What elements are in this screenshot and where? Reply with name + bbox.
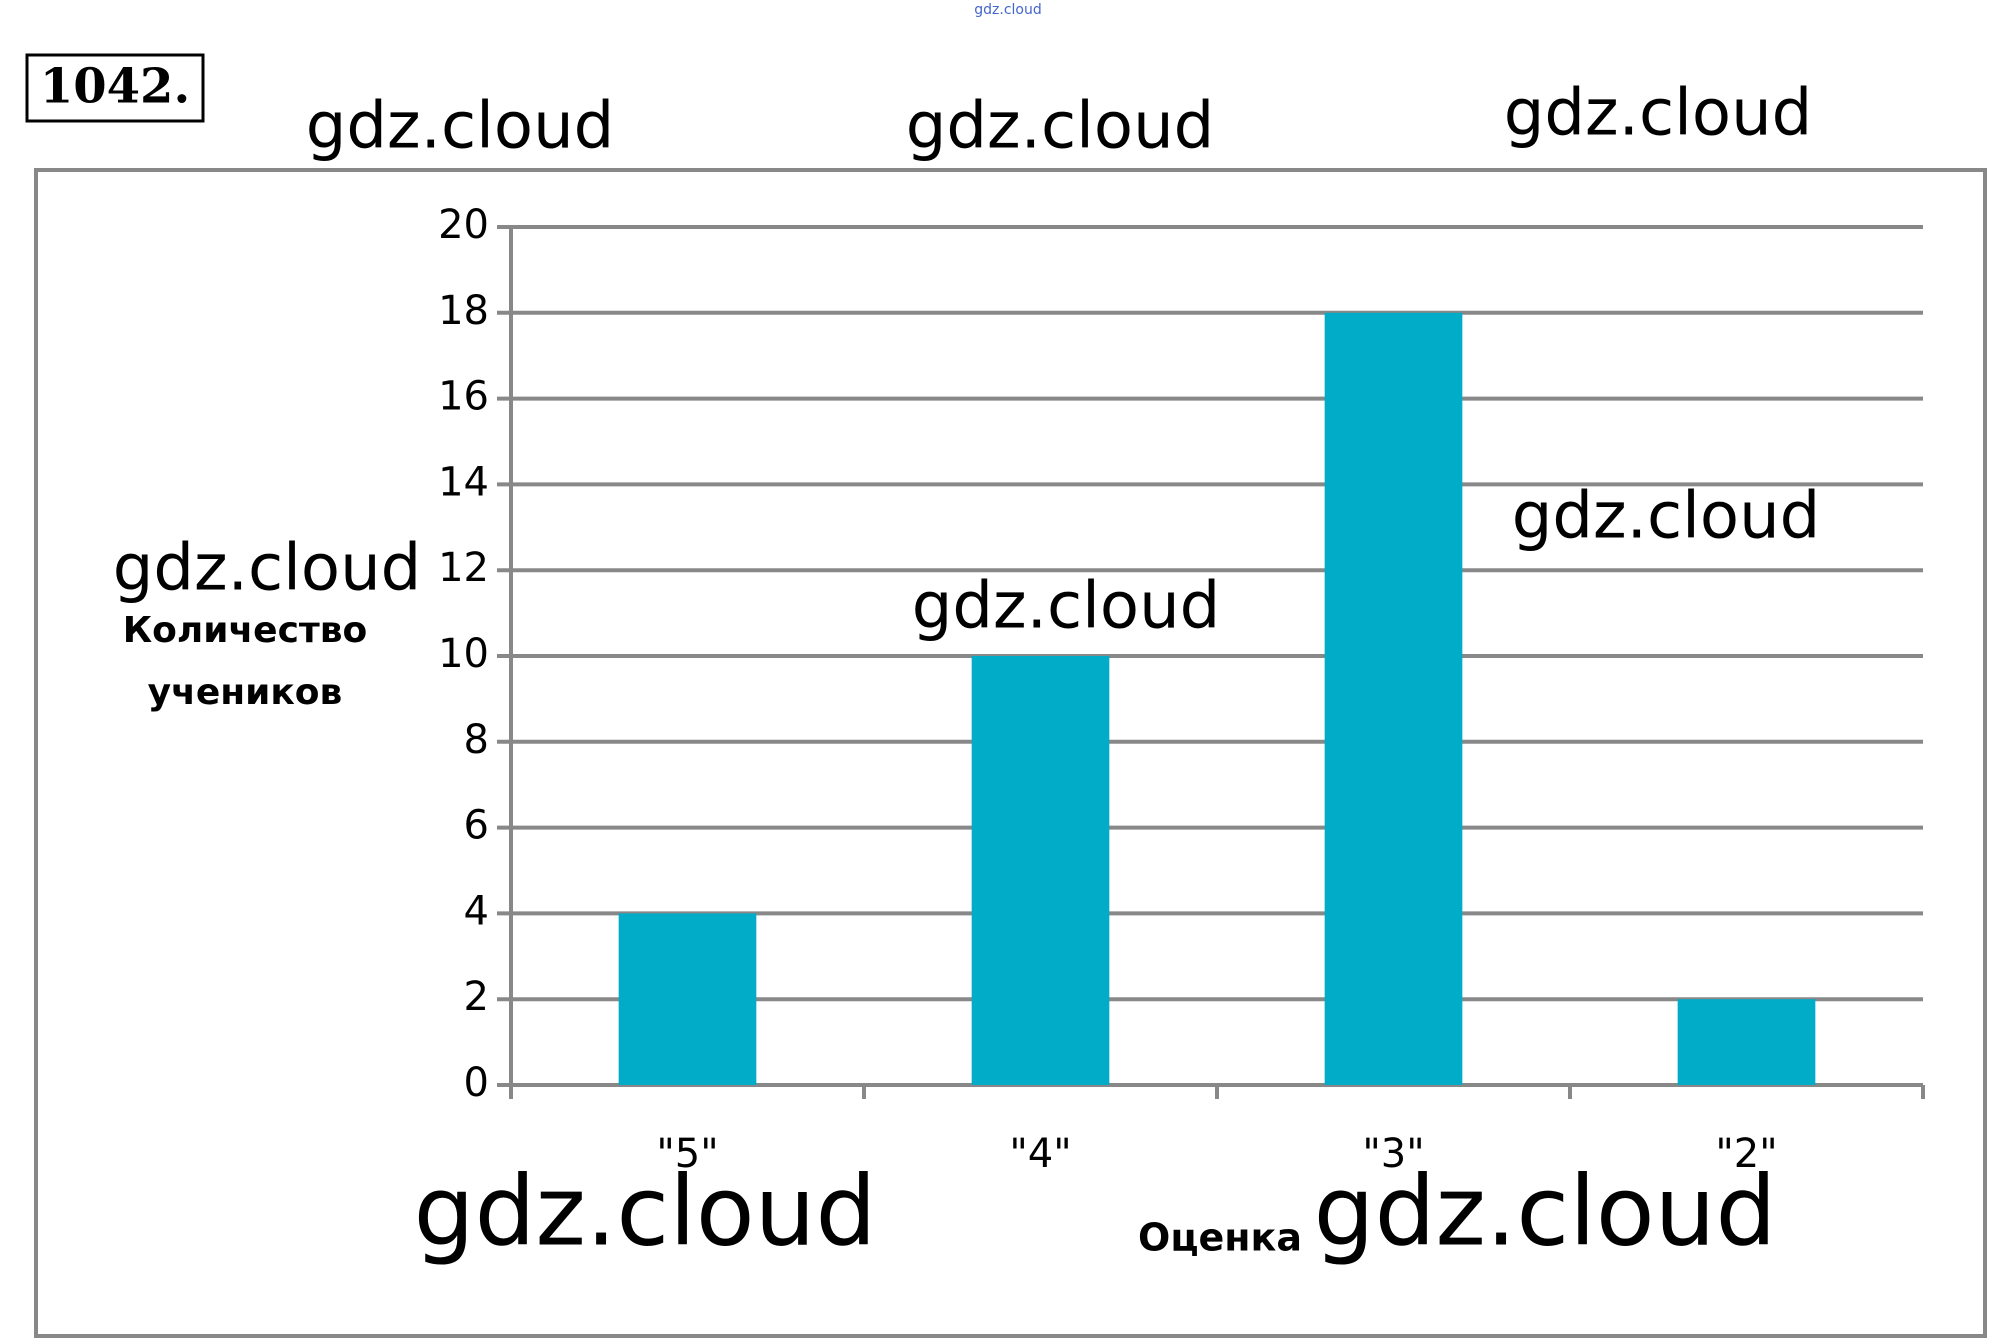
problem-number: 1042. — [40, 59, 190, 115]
y-tick-label: 8 — [464, 717, 489, 763]
watermark: gdz.cloud — [1504, 77, 1813, 151]
y-axis-label: Количество учеников — [122, 610, 368, 713]
y-tick-label: 10 — [438, 631, 489, 677]
bar — [1324, 312, 1463, 1085]
watermark: gdz.cloud — [912, 570, 1221, 644]
chart-frame — [34, 168, 1987, 1338]
y-tick-label: 18 — [438, 288, 489, 334]
y-tick-label: 0 — [464, 1060, 489, 1106]
x-tick-label: "2" — [1715, 1131, 1777, 1177]
y-tick-label: 16 — [438, 374, 489, 420]
x-tick-label: "5" — [656, 1131, 718, 1177]
watermark: gdz.cloud — [906, 90, 1215, 164]
y-tick-label: 2 — [464, 974, 489, 1020]
problem-box — [25, 53, 205, 123]
x-tick-label: "4" — [1009, 1131, 1071, 1177]
bar — [618, 913, 757, 1085]
y-tick-label: 6 — [464, 803, 489, 849]
x-tick-label: "3" — [1362, 1131, 1424, 1177]
y-tick-label: 12 — [438, 545, 489, 591]
y-tick-label: 14 — [438, 459, 489, 505]
y-tick-label: 20 — [438, 202, 489, 248]
x-axis-label: Оценка — [1138, 1216, 1302, 1260]
watermark: gdz.cloud — [113, 532, 422, 606]
y-tick-label: 4 — [464, 888, 489, 934]
bar — [971, 656, 1110, 1085]
watermark: gdz.cloud — [1512, 480, 1821, 554]
watermark: gdz.cloud — [306, 90, 615, 164]
watermark: gdz.cloud — [414, 1155, 877, 1267]
watermark: gdz.cloud — [974, 2, 1041, 18]
watermark: gdz.cloud — [1314, 1155, 1777, 1267]
bar — [1677, 999, 1816, 1085]
